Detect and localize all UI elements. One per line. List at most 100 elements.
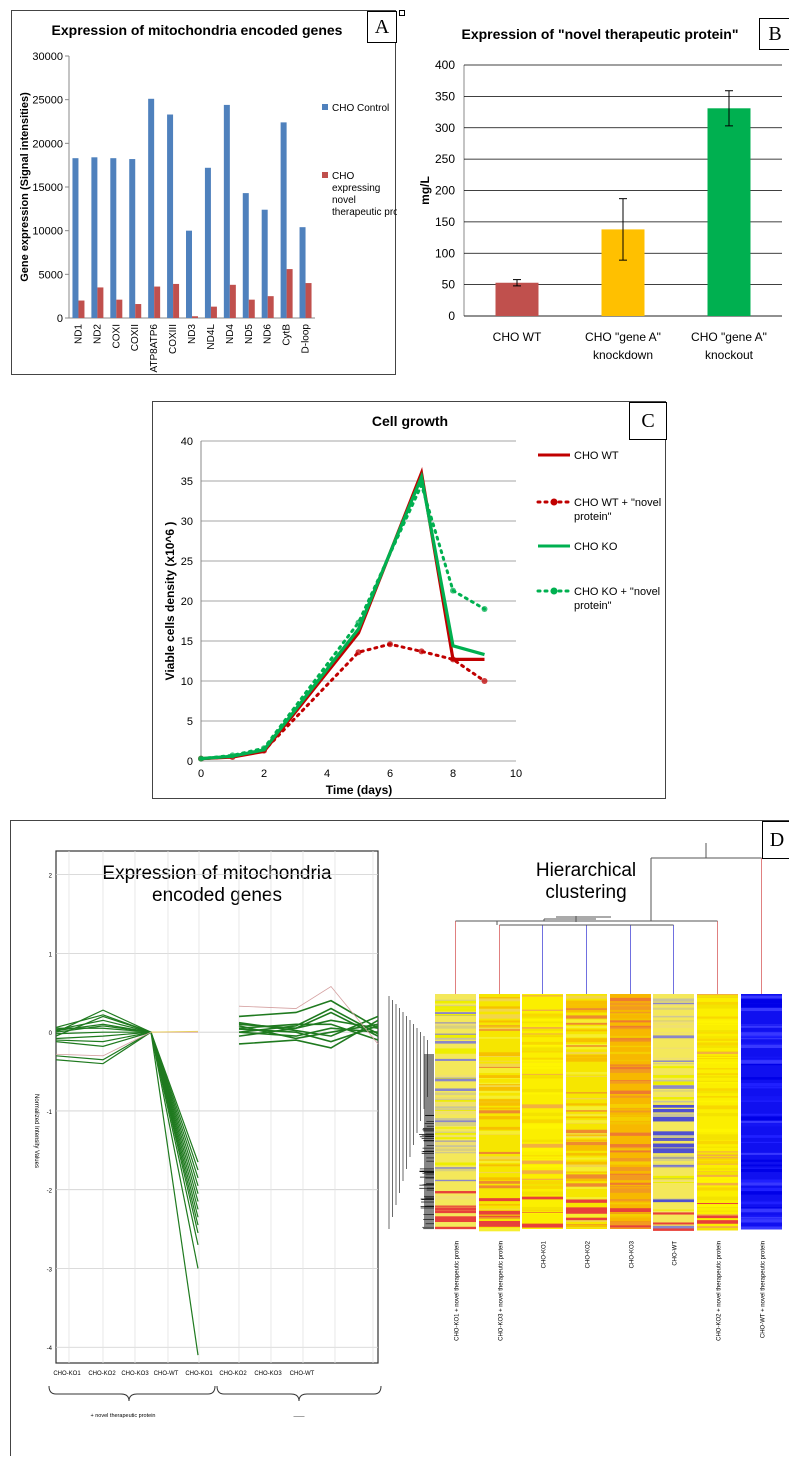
heatmap-cell xyxy=(741,1083,782,1087)
heatmap-cell xyxy=(435,1148,476,1151)
heatmap-cell xyxy=(697,1134,738,1138)
heatmap-cell xyxy=(522,1125,563,1128)
heatmap-cell xyxy=(610,1185,651,1188)
bar-0 xyxy=(495,282,539,316)
heatmap-cell xyxy=(479,1099,520,1102)
heatmap-cell xyxy=(566,1045,607,1047)
row-dendrogram xyxy=(388,996,434,1230)
heatmap-cell xyxy=(522,1066,563,1070)
x-tick-label: CHO-KO1 xyxy=(53,1371,81,1377)
heatmap-cell xyxy=(435,1008,476,1012)
heatmap-cell xyxy=(653,1079,694,1083)
heatmap-cell xyxy=(610,1174,651,1178)
heatmap-cell xyxy=(610,1208,651,1210)
heatmap-cell xyxy=(479,1053,520,1057)
x-tick-label: 6 xyxy=(387,768,393,780)
heatmap-cell xyxy=(479,1116,520,1120)
legend-label-0: CHO Control xyxy=(332,103,389,114)
heatmap-cell xyxy=(653,1179,694,1182)
panel-label-c: C xyxy=(629,402,667,440)
heatmap-cell xyxy=(522,1088,563,1093)
x-tick-label: 8 xyxy=(450,768,456,780)
heatmap-cell xyxy=(522,1223,563,1228)
heatmap-cell xyxy=(697,1156,738,1159)
x-tick-label: CHO-KO3 xyxy=(121,1371,149,1377)
heatmap-cell xyxy=(610,1213,651,1217)
heatmap-cell xyxy=(697,1062,738,1064)
y-tick-label: 150 xyxy=(435,215,455,229)
legend-marker xyxy=(550,587,558,595)
profile-line-left xyxy=(55,1014,199,1269)
heatmap-cell xyxy=(435,1191,476,1194)
heatmap-cell xyxy=(697,1105,738,1108)
legend-marker xyxy=(550,498,558,506)
heatmap-cell xyxy=(479,1020,520,1023)
heatmap-cell xyxy=(653,1106,694,1108)
y-tick-label: 0 xyxy=(49,1031,53,1037)
heatmap-cell xyxy=(522,1041,563,1045)
y-axis-label: Gene expression (Signal intensities) xyxy=(19,92,31,282)
heatmap-cell xyxy=(610,1080,651,1084)
y-tick-label: 30000 xyxy=(32,51,63,63)
heatmap-cell xyxy=(610,1202,651,1205)
heatmap-cell xyxy=(435,1112,476,1115)
x-tick-label: CHO WT xyxy=(493,330,542,344)
heatmap-cell xyxy=(741,1168,782,1173)
heatmap-cell xyxy=(653,1095,694,1099)
heatmap-cell xyxy=(653,1007,694,1010)
heatmap-cell xyxy=(610,1007,651,1010)
x-tick-label: CHO-KO1 xyxy=(185,1371,213,1377)
heatmap-cell xyxy=(566,1092,607,1094)
heatmap-cell xyxy=(697,1030,738,1032)
heatmap-cell xyxy=(653,1199,694,1203)
heatmap-cell xyxy=(435,1147,476,1150)
heatmap-cell xyxy=(566,1113,607,1115)
heatmap-cell xyxy=(566,1213,607,1218)
heatmap-cell xyxy=(741,1120,782,1123)
chart-title: Expression of mitochondria encoded genes xyxy=(52,22,343,38)
heatmap-cell xyxy=(741,1152,782,1155)
heatmap-cell xyxy=(741,1038,782,1040)
heatmap-cell xyxy=(566,1008,607,1012)
heatmap-cell xyxy=(697,1146,738,1148)
heatmap-cell xyxy=(741,1060,782,1064)
heatmap-cell-bg xyxy=(697,994,738,1229)
heatmap-cell xyxy=(653,998,694,1003)
heatmap-cell xyxy=(653,1158,694,1162)
x-tick-label: CytB xyxy=(282,324,293,346)
heatmap-cell xyxy=(479,1159,520,1163)
heatmap-cell xyxy=(697,1005,738,1009)
heatmap-cell xyxy=(479,1008,520,1012)
data-point xyxy=(355,649,362,656)
bar-ND2-1 xyxy=(97,287,104,318)
heatmap-cell xyxy=(566,1200,607,1203)
heatmap-cell xyxy=(610,1114,651,1117)
heatmap-cell xyxy=(479,1215,520,1217)
heatmap-cell xyxy=(435,1219,476,1223)
heatmap-cell xyxy=(566,1163,607,1168)
x-tick-label: 4 xyxy=(324,768,330,780)
heatmap-cell xyxy=(653,1035,694,1039)
y-tick-label: 300 xyxy=(435,121,455,135)
heatmap-cell xyxy=(697,1187,738,1191)
legend-label-3: CHO KO + "novel protein" xyxy=(574,586,660,612)
bar-CytB-0 xyxy=(280,122,287,318)
heatmap-cell xyxy=(741,1187,782,1192)
heatmap-cell xyxy=(566,1103,607,1106)
heatmap-cell xyxy=(697,995,738,998)
x-tick-label: CHO-KO2 xyxy=(88,1371,116,1377)
profile-line-right xyxy=(238,1015,379,1037)
heatmap-cell xyxy=(566,1052,607,1055)
x-tick-label: ATP8ATP6 xyxy=(149,324,160,373)
heatmap-cell xyxy=(697,1036,738,1038)
x-tick-label: COXIII xyxy=(168,324,179,354)
heatmap-cell xyxy=(522,1057,563,1061)
heatmap-cell xyxy=(610,1066,651,1070)
x-tick-label: COXII xyxy=(130,324,141,351)
small-square-marker xyxy=(399,10,405,16)
heatmap-cell xyxy=(435,1210,476,1214)
heatmap-column-label-4: CHO-KO3 xyxy=(630,1240,636,1268)
bar-ATP8ATP6-0 xyxy=(148,98,155,318)
heatmap-cell xyxy=(697,1151,738,1153)
heatmap-cell xyxy=(479,1090,520,1093)
